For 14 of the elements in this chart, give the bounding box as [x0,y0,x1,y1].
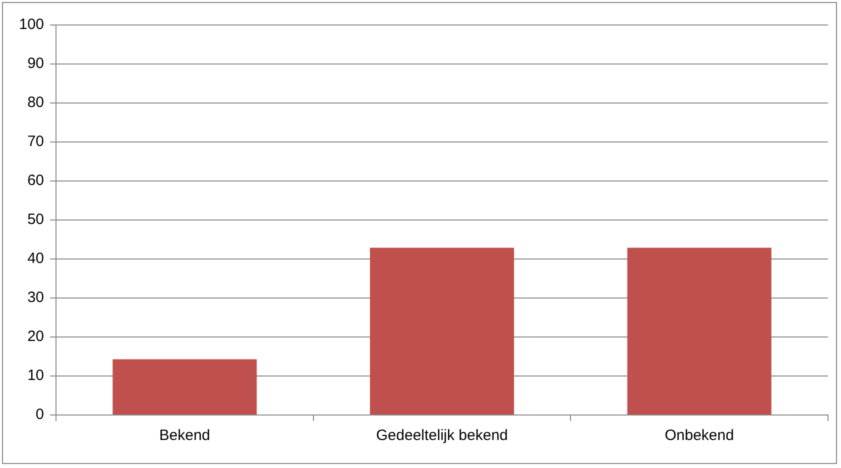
x-tick-label: Gedeeltelijk bekend [376,427,508,444]
y-tick-label: 50 [27,211,44,228]
y-tick-label: 10 [27,367,44,384]
x-tick-label: Onbekend [664,427,734,444]
y-tick-label: 80 [27,94,44,112]
y-tick-label: 0 [36,406,44,424]
y-tick-label: 70 [27,133,44,150]
y-tick-label: 20 [27,328,44,346]
x-tick-label: Bekend [159,427,210,444]
y-tick-label: 30 [27,289,44,306]
y-tick-label: 100 [18,16,44,34]
y-tick-label: 90 [27,55,44,72]
y-tick-label: 60 [27,172,44,190]
y-tick-label: 40 [27,250,44,268]
